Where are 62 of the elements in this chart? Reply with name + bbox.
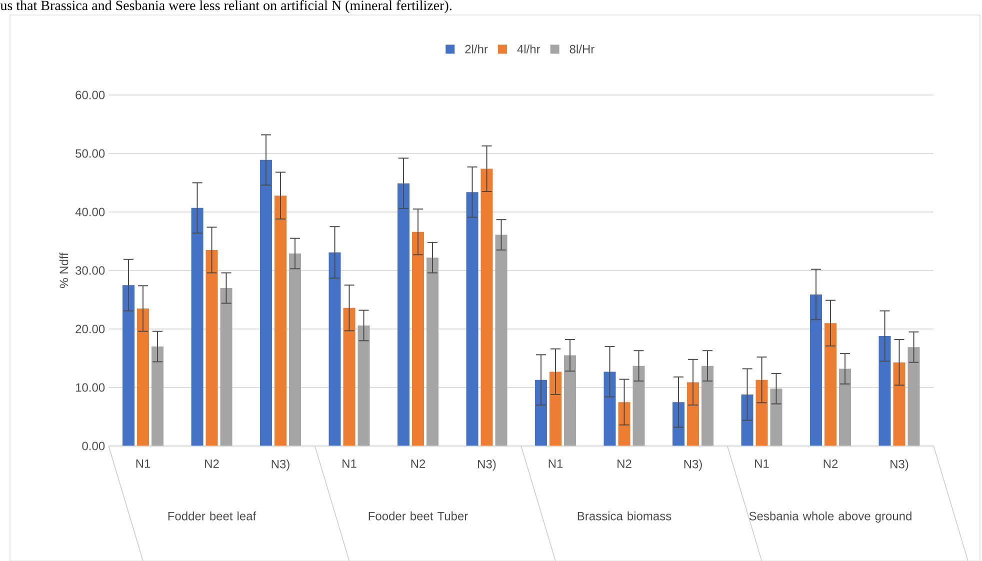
bar	[908, 347, 920, 446]
bar	[191, 208, 204, 446]
text: Fodder beet leaf	[168, 512, 256, 520]
bar	[702, 366, 714, 446]
bar	[604, 372, 616, 446]
legend-label: 8l/Hr	[570, 44, 594, 54]
bar	[480, 168, 493, 446]
bar	[152, 346, 164, 446]
x-tick-label: N1	[548, 460, 563, 468]
bar	[220, 288, 232, 446]
text: Brassica biomass	[578, 512, 672, 520]
bar	[535, 380, 548, 446]
x-tick-label: N1	[136, 460, 150, 468]
x-tick-label: N2	[618, 460, 632, 468]
bar	[274, 196, 287, 446]
x-tick-label: N3)	[478, 460, 496, 471]
bar	[810, 294, 822, 446]
bar	[343, 308, 356, 446]
bar	[839, 368, 852, 446]
x-tick-label: N3)	[272, 460, 290, 471]
bar	[358, 325, 370, 446]
text: Sesbania whole above ground	[749, 512, 912, 523]
x-tick-label: N2	[824, 460, 838, 468]
bar	[495, 234, 508, 446]
bar	[550, 372, 562, 446]
bar	[632, 366, 645, 446]
bar	[893, 362, 906, 446]
y-axis-title: % Ndff	[59, 252, 68, 288]
y-tick-label: 0.00	[82, 442, 105, 450]
y-tick-label: 60.00	[76, 90, 105, 100]
text: us that Brassica and Sesbania were less reliant on artificial N (mineral fertilizer).	[0, 0, 452, 14]
bar	[564, 355, 576, 446]
bar	[206, 250, 218, 446]
text: Fooder beet Tuber	[368, 512, 468, 520]
bar	[824, 323, 837, 446]
y-tick-label: 40.00	[75, 208, 105, 216]
y-tick-label: 50.00	[76, 149, 105, 158]
x-tick-label: N2	[205, 460, 219, 468]
x-tick-label: N3)	[684, 460, 702, 471]
x-tick-label: N1	[755, 460, 769, 468]
bar	[412, 232, 424, 446]
bar	[426, 258, 439, 446]
bar	[289, 254, 302, 446]
bar	[756, 380, 768, 446]
x-tick-label: N3)	[890, 460, 908, 471]
bar	[328, 252, 341, 446]
x-tick-label: N1	[342, 460, 356, 468]
bar	[741, 394, 754, 446]
y-tick-label: 30.00	[76, 266, 105, 275]
x-tick-label: N2	[411, 460, 426, 468]
y-tick-label: 20.00	[76, 324, 105, 334]
bar	[878, 336, 891, 446]
legend-label: 4l/hr	[517, 44, 540, 54]
bar	[260, 160, 272, 446]
bar	[466, 192, 478, 446]
y-tick-label: 10.00	[76, 383, 105, 392]
bar	[398, 183, 410, 446]
bar	[687, 382, 700, 446]
legend-label: 2l/hr	[465, 44, 488, 54]
bar	[122, 285, 135, 446]
bar	[770, 388, 782, 446]
bar	[137, 308, 150, 446]
